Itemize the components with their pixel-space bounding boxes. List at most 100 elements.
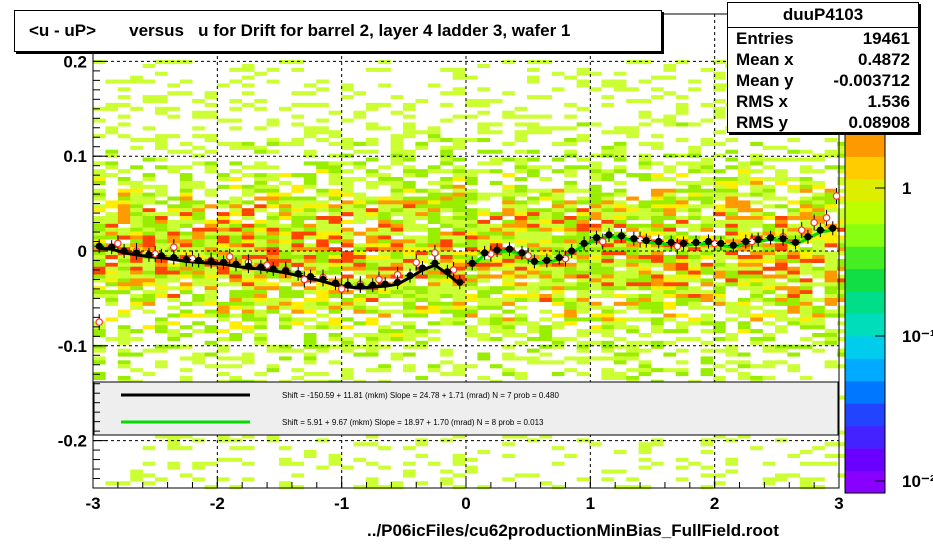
histogram-bin <box>626 262 639 267</box>
histogram-bin <box>539 247 553 252</box>
histogram-bin <box>365 262 379 267</box>
histogram-bin <box>626 274 639 279</box>
histogram-bin <box>279 235 292 240</box>
histogram-bin <box>564 297 577 302</box>
histogram-bin <box>254 231 267 236</box>
stats-value: 19461 <box>862 29 910 48</box>
histogram-bin <box>279 141 292 146</box>
histogram-bin <box>353 110 367 115</box>
data-point <box>829 224 837 232</box>
histogram-bin <box>328 266 342 271</box>
histogram-bin <box>675 255 689 260</box>
histogram-bin <box>465 102 478 107</box>
histogram-bin <box>254 196 267 201</box>
histogram-bin <box>713 325 726 330</box>
histogram-bin <box>390 134 404 139</box>
histogram-bin <box>762 278 776 283</box>
histogram-bin <box>514 375 528 380</box>
histogram-bin <box>167 204 181 209</box>
histogram-bin <box>824 297 838 302</box>
histogram-bin <box>700 473 714 478</box>
histogram-bin <box>390 239 404 244</box>
histogram-bin <box>502 282 515 287</box>
histogram-bin <box>415 169 429 174</box>
histogram-bin <box>403 286 416 291</box>
histogram-bin <box>378 231 391 236</box>
histogram-bin <box>514 114 528 119</box>
histogram-bin <box>229 321 243 326</box>
histogram-bin <box>514 122 528 127</box>
histogram-bin <box>576 340 590 345</box>
histogram-bin <box>117 333 131 338</box>
histogram-bin <box>775 313 788 318</box>
histogram-bin <box>837 473 850 478</box>
histogram-bin <box>155 325 168 330</box>
histogram-bin <box>415 99 429 104</box>
histogram-bin <box>675 219 689 224</box>
data-point <box>394 278 402 286</box>
histogram-bin <box>651 145 664 150</box>
histogram-bin <box>837 297 850 302</box>
histogram-bin <box>651 278 664 283</box>
histogram-bin <box>93 169 106 174</box>
histogram-bin <box>576 106 590 111</box>
histogram-bin <box>365 247 379 252</box>
histogram-bin <box>117 340 131 345</box>
histogram-bin <box>167 274 181 279</box>
histogram-bin <box>328 196 342 201</box>
histogram-bin <box>279 294 292 299</box>
histogram-bin <box>824 333 838 338</box>
histogram-bin <box>403 227 416 232</box>
histogram-bin <box>601 262 615 267</box>
histogram-bin <box>266 141 280 146</box>
histogram-bin <box>675 270 689 275</box>
histogram-bin <box>527 200 540 205</box>
histogram-bin <box>465 297 478 302</box>
histogram-bin <box>551 446 565 451</box>
histogram-bin <box>117 200 131 205</box>
histogram-bin <box>303 360 317 365</box>
histogram-bin <box>638 340 652 345</box>
histogram-bin <box>502 274 515 279</box>
histogram-bin <box>551 461 565 466</box>
histogram-bin <box>589 266 602 271</box>
histogram-bin <box>179 313 193 318</box>
data-point <box>244 262 253 270</box>
histogram-bin <box>713 258 726 263</box>
open-point <box>561 254 570 263</box>
histogram-bin <box>688 258 701 263</box>
histogram-bin <box>105 255 119 260</box>
histogram-bin <box>675 200 689 205</box>
data-point <box>518 249 526 257</box>
histogram-bin <box>799 239 813 244</box>
histogram-bin <box>365 184 379 189</box>
histogram-bin <box>576 71 590 76</box>
histogram-bin <box>378 126 391 131</box>
histogram-bin <box>192 274 205 279</box>
histogram-bin <box>403 114 416 119</box>
histogram-bin <box>725 270 739 275</box>
histogram-bin <box>353 333 367 338</box>
histogram-bin <box>799 286 813 291</box>
histogram-bin <box>762 274 776 279</box>
histogram-bin <box>403 126 416 131</box>
histogram-bin <box>452 173 466 178</box>
histogram-bin <box>601 251 615 256</box>
histogram-bin <box>440 251 453 256</box>
histogram-bin <box>142 192 156 197</box>
histogram-bin <box>241 294 255 299</box>
histogram-bin <box>539 208 553 213</box>
histogram-bin <box>217 434 230 439</box>
histogram-bin <box>551 126 565 131</box>
histogram-bin <box>192 438 205 443</box>
histogram-bin <box>427 188 441 193</box>
histogram-bin <box>713 212 726 217</box>
histogram-bin <box>576 231 590 236</box>
histogram-bin <box>837 165 850 170</box>
histogram-bin <box>837 153 850 158</box>
histogram-bin <box>725 469 739 474</box>
histogram-bin <box>489 305 503 310</box>
histogram-bin <box>564 149 577 154</box>
histogram-bin <box>316 255 329 260</box>
x-tick-label: 1 <box>586 494 595 513</box>
